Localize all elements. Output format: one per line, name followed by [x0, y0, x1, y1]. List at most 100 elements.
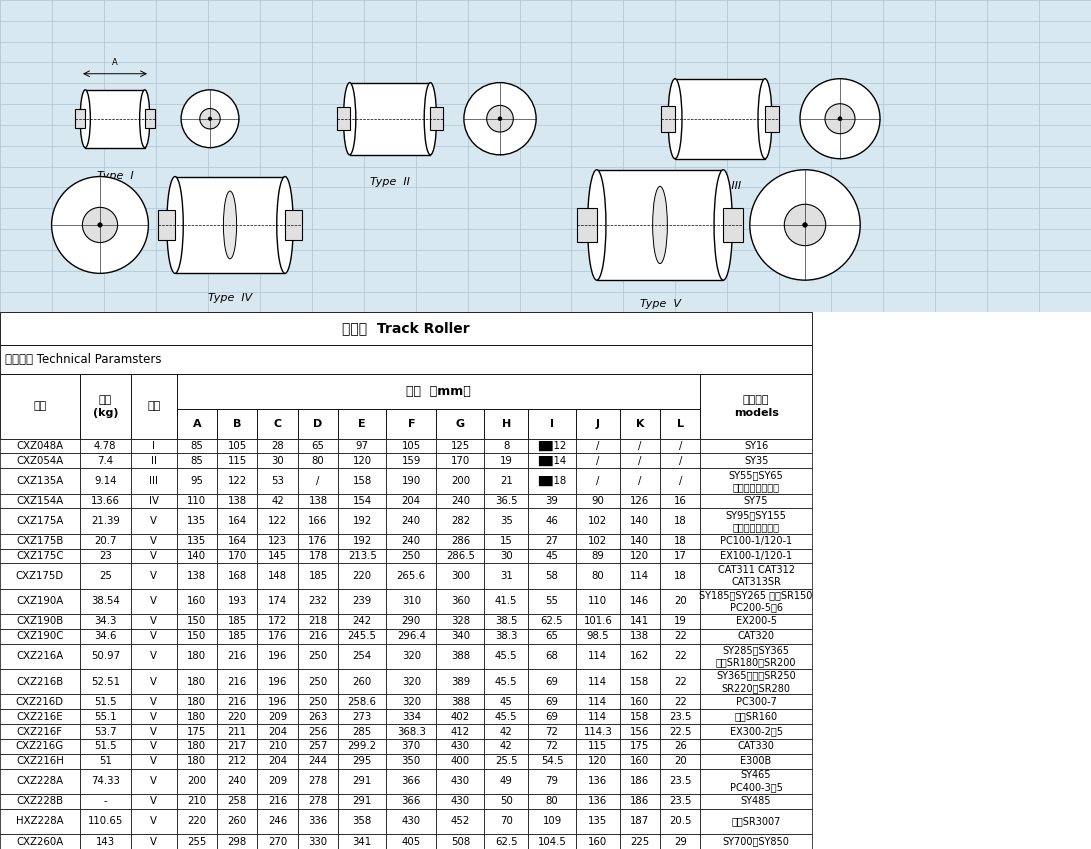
Text: CXZ216F: CXZ216F [16, 727, 63, 737]
Text: 164: 164 [228, 537, 247, 546]
Text: 193: 193 [228, 596, 247, 606]
Text: 232: 232 [309, 596, 327, 606]
Text: 36.5: 36.5 [495, 496, 517, 506]
Text: 204: 204 [268, 727, 287, 737]
Text: Type  II: Type II [370, 177, 410, 187]
Circle shape [803, 222, 807, 228]
Text: 9.14: 9.14 [94, 476, 117, 486]
Text: CXZ216G: CXZ216G [15, 741, 64, 751]
Bar [217, 564, 257, 588]
Text: 239: 239 [352, 596, 372, 606]
Bar [528, 629, 576, 644]
Text: /: / [679, 456, 682, 466]
Text: 366: 366 [401, 796, 421, 807]
Text: 30: 30 [272, 456, 284, 466]
Text: 213.5: 213.5 [348, 551, 376, 561]
Text: 20: 20 [674, 596, 686, 606]
Bar [0, 345, 812, 374]
Text: 98.5: 98.5 [587, 632, 609, 641]
Text: 123: 123 [268, 537, 287, 546]
Bar [131, 644, 177, 669]
Bar [0, 493, 80, 509]
Bar [177, 768, 217, 794]
Text: 400: 400 [451, 756, 470, 767]
Bar [298, 739, 338, 754]
Bar [285, 210, 302, 240]
Bar [177, 834, 217, 849]
Bar [338, 509, 386, 534]
Text: B: B [233, 419, 241, 429]
Text: 114: 114 [588, 697, 608, 706]
Bar [723, 208, 743, 242]
Bar [257, 534, 298, 548]
Bar [700, 644, 812, 669]
Bar [217, 493, 257, 509]
Bar [484, 409, 528, 439]
Text: 136: 136 [588, 776, 608, 786]
Text: 218: 218 [309, 616, 327, 627]
Text: 85: 85 [191, 441, 203, 451]
Text: 97: 97 [356, 441, 369, 451]
Bar [436, 614, 484, 629]
Bar [131, 439, 177, 453]
Text: 430: 430 [451, 741, 470, 751]
Text: /: / [316, 476, 320, 486]
Bar [177, 794, 217, 809]
Text: 204: 204 [401, 496, 421, 506]
Text: V: V [151, 741, 157, 751]
Bar [80, 469, 131, 493]
Text: 109: 109 [542, 817, 562, 826]
Text: 形式: 形式 [147, 402, 160, 411]
Bar [131, 739, 177, 754]
Text: 291: 291 [352, 796, 372, 807]
Text: /: / [679, 441, 682, 451]
Circle shape [825, 104, 855, 134]
Ellipse shape [167, 177, 183, 273]
Bar [131, 834, 177, 849]
Text: EX200-5: EX200-5 [735, 616, 777, 627]
Bar [660, 754, 700, 768]
Text: /: / [679, 476, 682, 486]
Bar [620, 809, 660, 834]
Text: 320: 320 [401, 677, 421, 687]
Bar [257, 644, 298, 669]
Text: 114: 114 [631, 571, 649, 581]
Text: Type  V: Type V [639, 299, 681, 309]
Text: 200: 200 [188, 776, 206, 786]
Bar [80, 453, 131, 469]
Text: 138: 138 [188, 571, 206, 581]
Bar [620, 493, 660, 509]
Text: 246: 246 [268, 817, 287, 826]
Bar [0, 588, 80, 614]
Bar [217, 588, 257, 614]
Text: 38.5: 38.5 [495, 616, 517, 627]
Text: 185: 185 [228, 632, 247, 641]
Text: 25: 25 [99, 571, 111, 581]
Text: SY95～SY155
与拖链轮结构相同: SY95～SY155 与拖链轮结构相同 [726, 510, 787, 532]
Bar [620, 614, 660, 629]
Bar [338, 709, 386, 724]
Text: 58: 58 [546, 571, 559, 581]
Bar [386, 614, 436, 629]
Ellipse shape [140, 90, 149, 148]
Text: 185: 185 [228, 616, 247, 627]
Bar [528, 809, 576, 834]
Bar [620, 534, 660, 548]
Text: 298: 298 [228, 836, 247, 846]
Ellipse shape [758, 79, 772, 159]
Bar [298, 509, 338, 534]
Bar [484, 493, 528, 509]
Bar [528, 739, 576, 754]
Bar [338, 809, 386, 834]
Text: ▉▉14: ▉▉14 [538, 456, 566, 466]
Text: III: III [149, 476, 158, 486]
Bar [528, 534, 576, 548]
Bar [131, 709, 177, 724]
Bar [338, 669, 386, 694]
Text: 320: 320 [401, 697, 421, 706]
Text: SY700、SY850: SY700、SY850 [722, 836, 790, 846]
Text: 49: 49 [500, 776, 513, 786]
Text: V: V [151, 711, 157, 722]
Text: 176: 176 [268, 632, 287, 641]
Bar [620, 509, 660, 534]
